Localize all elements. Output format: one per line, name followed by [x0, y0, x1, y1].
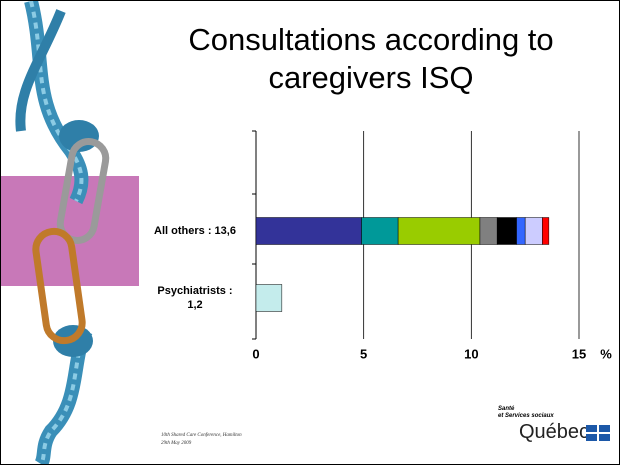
rope: [15, 9, 66, 132]
logo-flag: [586, 425, 610, 441]
flag-cross: [586, 432, 610, 434]
x-tick-label: 10: [464, 346, 478, 361]
pink-block: [1, 176, 139, 286]
bar-segment: [397, 217, 481, 245]
logo-text: Santé et Services sociaux: [498, 406, 554, 420]
category-label: Psychiatrists : 1,2: [157, 285, 233, 311]
footer-conference: 10th Shared Care Conference, Hamilton: [161, 433, 242, 438]
chart-title: Consultations according to caregivers IS…: [188, 22, 554, 95]
bar-segment: [361, 217, 399, 245]
carabiner: [32, 227, 86, 345]
bar-segment: [255, 284, 283, 312]
rope-decoration: [1, 1, 139, 464]
x-axis-label: %: [600, 346, 612, 361]
logo-name: Québec: [519, 421, 590, 443]
bar-segment: [524, 217, 543, 245]
bar-segment: [496, 217, 517, 245]
bar-segment: [516, 217, 526, 245]
bar-segment: [255, 217, 362, 245]
category-label: All others : 13,6: [154, 225, 236, 237]
carabiner: [56, 138, 110, 244]
x-tick-label: 0: [252, 346, 259, 361]
bar-segment: [479, 217, 498, 245]
logo-line: et Services sociaux: [498, 413, 554, 419]
footer-date: 29th May 2009: [161, 441, 192, 446]
x-tick-label: 5: [360, 346, 367, 361]
x-tick-label: 15: [572, 346, 586, 361]
logo-line: Santé: [498, 406, 515, 412]
bar-segment: [542, 217, 550, 245]
